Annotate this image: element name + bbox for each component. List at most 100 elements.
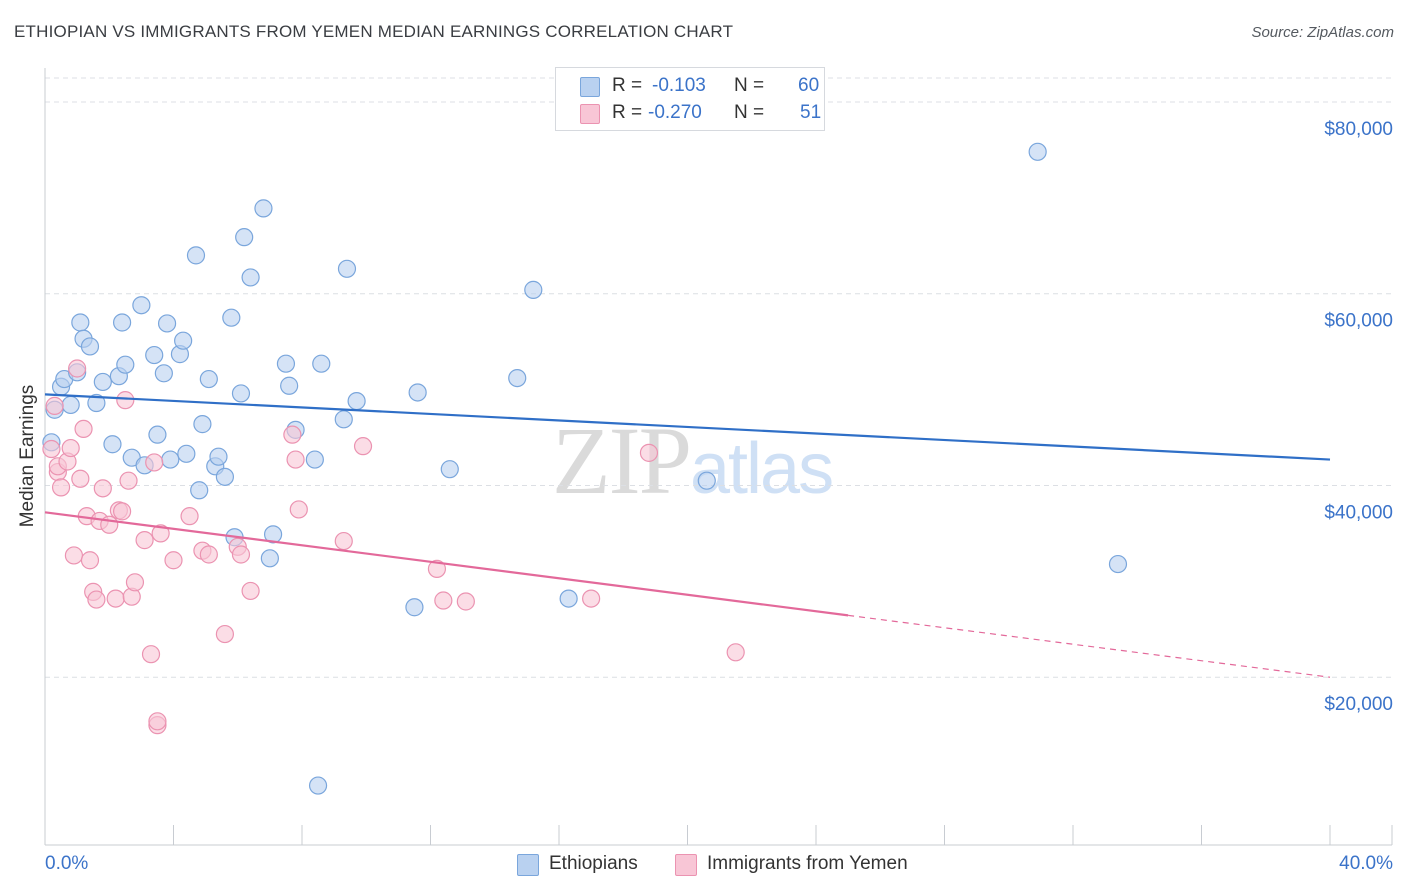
ethiopian-point: [132, 296, 151, 315]
ethiopian-point: [697, 471, 716, 490]
ethiopian-point: [174, 331, 193, 350]
yemen-trend-line: [44, 511, 849, 617]
ethiopian-point: [263, 525, 283, 544]
ethiopian-point: [337, 259, 357, 278]
y-tick-label: $40,000: [1324, 502, 1393, 523]
yemen-point: [148, 712, 167, 731]
bottom-legend-label: Immigrants from Yemen: [707, 853, 908, 874]
ethiopian-point: [61, 395, 80, 415]
y-tick-label: $60,000: [1324, 311, 1393, 332]
ethiopian-point: [157, 314, 177, 333]
yemen-point: [231, 545, 251, 564]
ethiopian-trend-line: [44, 393, 1331, 461]
legend-r-label: R =: [612, 75, 643, 96]
ethiopian-point: [199, 369, 218, 389]
ethiopian-point: [347, 391, 366, 411]
ethiopian-point: [231, 384, 251, 403]
yemen-point: [106, 589, 125, 608]
yemen-point: [68, 359, 87, 378]
legend-r-value: -0.103: [652, 75, 706, 96]
ethiopian-point: [1028, 142, 1047, 161]
yemen-point: [80, 551, 100, 570]
yemen-point: [434, 591, 453, 610]
yemen-point: [582, 589, 601, 608]
ethiopian-point: [260, 549, 279, 568]
ethiopian-point: [161, 450, 180, 469]
bottom-legend-label: Ethiopians: [549, 853, 638, 874]
watermark-atlas: atlas: [690, 429, 834, 509]
ethiopian-point: [103, 435, 122, 454]
legend-swatch-pink: [580, 104, 600, 124]
yemen-point: [87, 590, 106, 609]
yemen-point: [119, 471, 138, 490]
yemen-trend-extension: [848, 614, 1331, 678]
watermark-zip: ZIP: [552, 407, 692, 514]
bottom-legend-swatch-pink: [675, 854, 697, 876]
ethiopian-point: [71, 313, 90, 332]
x-tick-label-start: 0.0%: [45, 853, 88, 874]
ethiopian-point: [280, 376, 299, 395]
yemen-point: [125, 573, 145, 592]
y-tick-label: $80,000: [1324, 119, 1393, 140]
ethiopian-point: [80, 337, 100, 356]
legend-n-value: 51: [800, 102, 822, 123]
ethiopian-point: [312, 354, 331, 373]
ethiopian-point: [87, 393, 106, 413]
ethiopian-point: [215, 467, 234, 486]
ethiopian-point: [405, 598, 424, 617]
y-axis-label: Median Earnings: [17, 385, 38, 528]
yemen-point: [93, 479, 112, 498]
yemen-point: [45, 396, 64, 415]
ethiopian-point: [524, 280, 543, 299]
yemen-point: [180, 507, 199, 526]
yemen-point: [141, 645, 161, 664]
ethiopian-point: [190, 481, 209, 500]
legend-swatch-blue: [580, 77, 600, 97]
yemen-point: [726, 643, 745, 662]
yemen-point: [241, 581, 260, 601]
ethiopian-point: [154, 364, 173, 383]
ethiopian-point: [408, 383, 427, 402]
ethiopian-point: [254, 199, 273, 218]
yemen-point: [427, 559, 447, 578]
yemen-point: [286, 450, 305, 469]
correlation-legend: R = -0.103 N = 60 R = -0.270 N = 51: [555, 67, 825, 131]
ethiopian-point: [209, 447, 228, 466]
ethiopian-point: [177, 444, 196, 463]
ethiopian-point: [235, 228, 254, 247]
ethiopian-point: [112, 313, 132, 332]
ethiopian-point: [334, 410, 353, 429]
yemen-point: [283, 425, 302, 444]
ethiopian-point: [308, 776, 328, 795]
source-credit: Source: ZipAtlas.com: [1251, 24, 1394, 41]
ethiopian-point: [93, 372, 112, 392]
yemen-point: [145, 453, 164, 472]
legend-n-label: N =: [734, 102, 765, 123]
yemen-point: [135, 531, 154, 550]
yemen-point: [353, 437, 373, 456]
yemen-point: [151, 524, 170, 543]
watermark: ZIPatlas: [552, 405, 834, 516]
yemen-point: [456, 592, 475, 611]
yemen-point: [42, 439, 61, 459]
ethiopian-point: [1108, 554, 1128, 574]
bottom-legend-swatch-blue: [517, 854, 539, 876]
yemen-point: [64, 546, 84, 565]
legend-r-value: -0.270: [648, 102, 702, 123]
ethiopian-point: [116, 355, 135, 374]
chart-title: ETHIOPIAN VS IMMIGRANTS FROM YEMEN MEDIA…: [14, 22, 734, 41]
yemen-point: [164, 551, 183, 570]
ethiopian-point: [305, 450, 324, 469]
ethiopian-point: [241, 268, 260, 287]
yemen-point: [112, 502, 132, 521]
y-tick-label: $20,000: [1324, 694, 1393, 715]
yemen-point: [289, 500, 308, 519]
legend-r-label: R =: [612, 102, 643, 123]
ethiopian-point: [440, 460, 459, 479]
yemen-point: [199, 545, 218, 564]
yemen-point: [61, 438, 80, 458]
ethiopian-point: [508, 368, 527, 388]
legend-n-value: 60: [798, 75, 820, 96]
yemen-point: [71, 469, 90, 488]
